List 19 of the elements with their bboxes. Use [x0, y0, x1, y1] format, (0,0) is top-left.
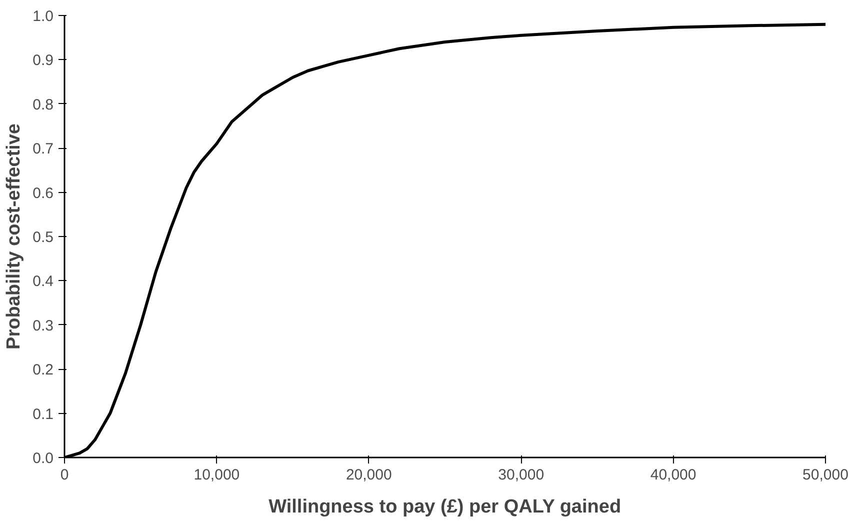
x-axis-title: Willingness to pay (£) per QALY gained: [268, 496, 622, 518]
y-tick-label: 0.4: [32, 273, 54, 290]
y-tick-label: 0.9: [32, 52, 54, 70]
x-tick-label: 40,000: [650, 466, 696, 484]
x-tick-label: 30,000: [498, 466, 544, 484]
x-tick-label: 10,000: [194, 466, 240, 484]
y-tick-label: 0.0: [32, 450, 54, 467]
y-tick-label: 0.7: [32, 140, 54, 158]
y-tick-label: 0.3: [32, 317, 54, 334]
y-tick-label: 0.1: [32, 406, 54, 423]
x-tick-label: 20,000: [346, 466, 392, 484]
y-tick-label: 0.5: [32, 229, 54, 246]
y-tick-label: 0.2: [32, 362, 54, 379]
y-axis-title: Probability cost-effective: [4, 124, 25, 350]
x-tick-label: 50,000: [802, 466, 848, 484]
y-tick-label: 0.8: [32, 96, 54, 114]
x-tick-label: 0: [60, 466, 69, 484]
y-tick-label: 1.0: [32, 8, 54, 25]
y-tick-label: 0.6: [32, 184, 54, 202]
